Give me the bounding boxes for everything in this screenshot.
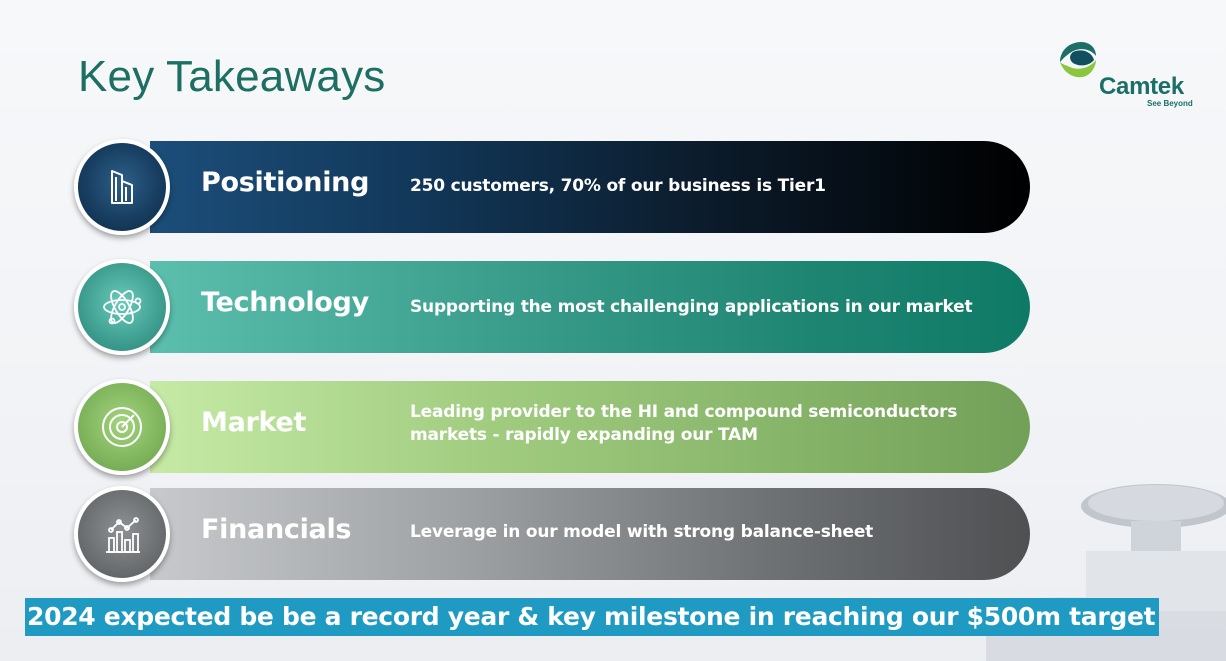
target-icon [102, 407, 142, 447]
takeaway-icon-circle [74, 259, 170, 355]
bar-chart-icon [106, 517, 140, 553]
takeaway-row-market: Market Leading provider to the HI and co… [70, 379, 1030, 475]
takeaway-row-financials: Financials Leverage in our model with st… [70, 486, 1030, 582]
takeaway-bar [150, 141, 1030, 233]
takeaway-row-positioning: Positioning 250 customers, 70% of our bu… [70, 139, 1030, 235]
takeaway-description: Leverage in our model with strong balanc… [410, 522, 874, 542]
takeaway-icon-circle [74, 139, 170, 235]
logo-tagline: See Beyond [1147, 99, 1193, 108]
takeaway-icon-circle [74, 486, 170, 582]
takeaway-label: Market [201, 407, 307, 438]
takeaway-label: Technology [201, 287, 369, 318]
takeaway-bar [150, 261, 1030, 353]
takeaway-bar [150, 381, 1030, 473]
logo-wordmark: Camtek [1099, 73, 1184, 100]
takeaway-bar [150, 488, 1030, 580]
takeaway-description: Leading provider to the HI and compound … [410, 402, 958, 445]
takeaway-description: Supporting the most challenging applicat… [410, 297, 973, 317]
camtek-logo-icon [1060, 42, 1096, 78]
page-title: Key Takeaways [78, 52, 386, 101]
takeaway-row-technology: Technology Supporting the most challengi… [70, 259, 1030, 355]
buildings-icon [111, 170, 133, 204]
milestone-banner: 2024 expected be be a record year & key … [25, 598, 1160, 636]
takeaway-label: Financials [201, 514, 352, 545]
takeaway-icon-circle [74, 379, 170, 475]
company-logo: Camtek See Beyond [1052, 40, 1202, 112]
takeaway-description: 250 customers, 70% of our business is Ti… [410, 176, 826, 196]
takeaway-label: Positioning [201, 167, 370, 198]
atom-icon [103, 290, 142, 325]
